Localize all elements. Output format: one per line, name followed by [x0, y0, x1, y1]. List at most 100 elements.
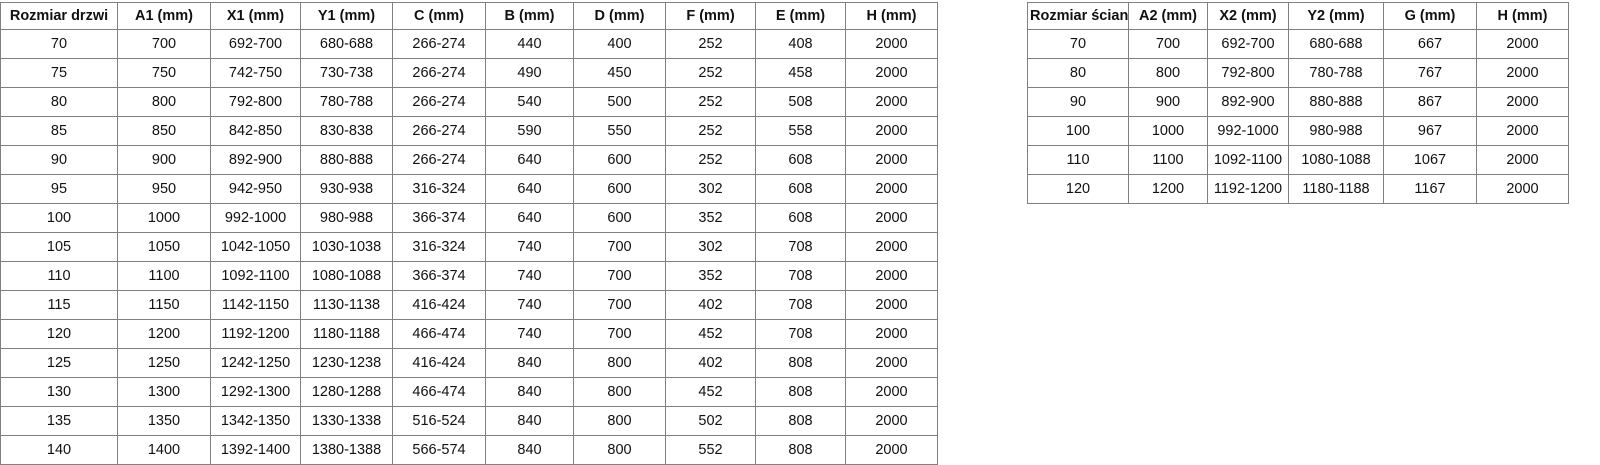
cell: 1100 [117, 261, 211, 291]
cell: 252 [665, 58, 756, 88]
wall-size-table: Rozmiar ścianki A2 (mm) X2 (mm) Y2 (mm) … [1027, 2, 1569, 204]
cell: 110 [0, 261, 118, 291]
table-row: 140 1400 1392-1400 1380-1388 566-574 840… [0, 435, 938, 465]
cell: 552 [665, 435, 756, 465]
cell: 266-274 [392, 87, 486, 117]
cell: 1080-1088 [1288, 145, 1384, 175]
cell: 266-274 [392, 29, 486, 59]
cell: 892-900 [210, 145, 301, 175]
cell: 992-1000 [1207, 116, 1289, 146]
cell: 850 [117, 116, 211, 146]
cell: 1350 [117, 406, 211, 436]
cell: 808 [755, 377, 846, 407]
cell: 742-750 [210, 58, 301, 88]
cell: 1150 [117, 290, 211, 320]
cell: 1030-1038 [300, 232, 393, 262]
cell: 90 [0, 145, 118, 175]
cell: 70 [1027, 29, 1129, 59]
table-row: 105 1050 1042-1050 1030-1038 316-324 740… [0, 232, 938, 262]
cell: 2000 [845, 29, 938, 59]
cell: 980-988 [300, 203, 393, 233]
cell: 452 [665, 319, 756, 349]
table-row: 110 1100 1092-1100 1080-1088 1067 2000 [1027, 145, 1569, 175]
cell: 1180-1188 [300, 319, 393, 349]
cell: 502 [665, 406, 756, 436]
column-header-h: H (mm) [1476, 2, 1569, 30]
cell: 1100 [1128, 145, 1208, 175]
table-row: 95 950 942-950 930-938 316-324 640 600 3… [0, 174, 938, 204]
cell: 120 [0, 319, 118, 349]
wall-size-table-header: Rozmiar ścianki A2 (mm) X2 (mm) Y2 (mm) … [1027, 2, 1569, 30]
cell: 900 [117, 145, 211, 175]
cell: 2000 [845, 116, 938, 146]
column-header-a1: A1 (mm) [117, 2, 211, 30]
cell: 740 [485, 319, 574, 349]
cell: 967 [1383, 116, 1477, 146]
cell: 980-988 [1288, 116, 1384, 146]
cell: 100 [1027, 116, 1129, 146]
door-size-table-header: Rozmiar drzwi A1 (mm) X1 (mm) Y1 (mm) C … [0, 2, 938, 30]
cell: 1292-1300 [210, 377, 301, 407]
door-size-table: Rozmiar drzwi A1 (mm) X1 (mm) Y1 (mm) C … [0, 2, 938, 465]
cell: 302 [665, 174, 756, 204]
cell: 840 [485, 406, 574, 436]
cell: 70 [0, 29, 118, 59]
wall-size-table-body: 70 700 692-700 680-688 667 2000 80 800 7… [1027, 29, 1569, 204]
cell: 252 [665, 87, 756, 117]
cell: 1092-1100 [1207, 145, 1289, 175]
cell: 352 [665, 203, 756, 233]
cell: 840 [485, 435, 574, 465]
cell: 600 [573, 203, 666, 233]
cell: 1142-1150 [210, 290, 301, 320]
column-header-d: D (mm) [573, 2, 666, 30]
cell: 608 [755, 203, 846, 233]
cell: 800 [573, 348, 666, 378]
cell: 667 [1383, 29, 1477, 59]
cell: 767 [1383, 58, 1477, 88]
cell: 590 [485, 116, 574, 146]
cell: 100 [0, 203, 118, 233]
cell: 140 [0, 435, 118, 465]
cell: 740 [485, 232, 574, 262]
cell: 85 [0, 116, 118, 146]
cell: 708 [755, 261, 846, 291]
cell: 252 [665, 116, 756, 146]
cell: 2000 [845, 232, 938, 262]
cell: 266-274 [392, 58, 486, 88]
cell: 80 [0, 87, 118, 117]
cell: 2000 [845, 203, 938, 233]
cell: 105 [0, 232, 118, 262]
cell: 75 [0, 58, 118, 88]
cell: 900 [1128, 87, 1208, 117]
cell: 1192-1200 [210, 319, 301, 349]
cell: 1130-1138 [300, 290, 393, 320]
cell: 90 [1027, 87, 1129, 117]
table-row: 100 1000 992-1000 980-988 967 2000 [1027, 116, 1569, 146]
cell: 830-838 [300, 116, 393, 146]
cell: 1380-1388 [300, 435, 393, 465]
cell: 508 [755, 87, 846, 117]
cell: 1280-1288 [300, 377, 393, 407]
cell: 1092-1100 [210, 261, 301, 291]
column-header-h: H (mm) [845, 2, 938, 30]
cell: 708 [755, 232, 846, 262]
table-row: 90 900 892-900 880-888 266-274 640 600 2… [0, 145, 938, 175]
cell: 792-800 [1207, 58, 1289, 88]
cell: 780-788 [1288, 58, 1384, 88]
column-header-f: F (mm) [665, 2, 756, 30]
cell: 366-374 [392, 203, 486, 233]
cell: 608 [755, 174, 846, 204]
cell: 2000 [1476, 145, 1569, 175]
cell: 2000 [845, 377, 938, 407]
cell: 1242-1250 [210, 348, 301, 378]
cell: 600 [573, 145, 666, 175]
cell: 842-850 [210, 116, 301, 146]
table-header-row: Rozmiar drzwi A1 (mm) X1 (mm) Y1 (mm) C … [0, 2, 938, 30]
cell: 400 [573, 29, 666, 59]
table-row: 100 1000 992-1000 980-988 366-374 640 60… [0, 203, 938, 233]
cell: 466-474 [392, 319, 486, 349]
cell: 1180-1188 [1288, 174, 1384, 204]
table-row: 70 700 692-700 680-688 266-274 440 400 2… [0, 29, 938, 59]
cell: 2000 [845, 261, 938, 291]
cell: 1250 [117, 348, 211, 378]
